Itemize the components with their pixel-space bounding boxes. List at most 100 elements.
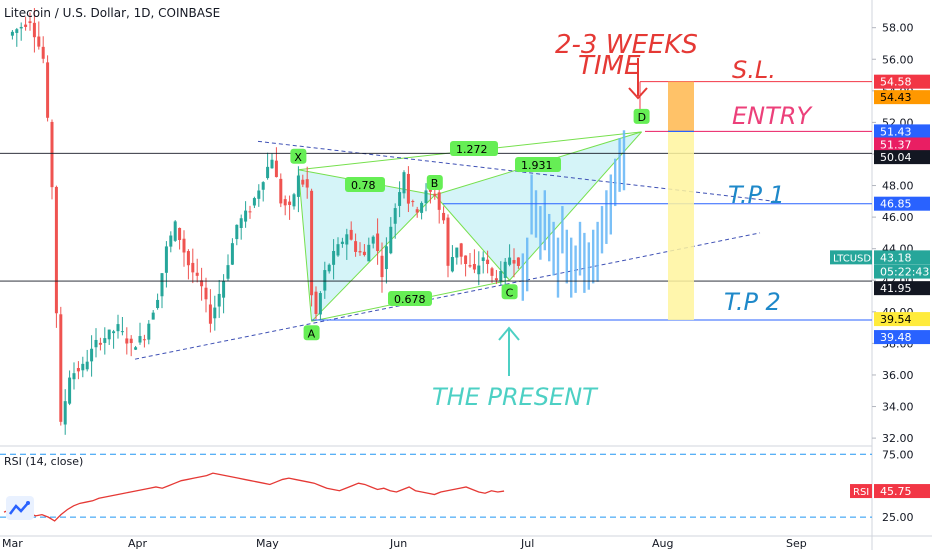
candle-body — [257, 190, 261, 199]
candle-body — [10, 31, 14, 36]
candle-body — [499, 270, 503, 282]
price-tick-label: 46.00 — [882, 211, 914, 224]
annotation-entry: ENTRY — [732, 102, 813, 130]
price-tick-label: 34.00 — [882, 401, 914, 414]
candle-body — [332, 250, 336, 265]
candle-body — [125, 338, 129, 344]
candle-body — [41, 46, 45, 59]
rsi-name-label — [850, 484, 872, 499]
ratio-label-text: 1.272 — [456, 143, 488, 156]
candle-body — [226, 265, 230, 279]
candle-body — [402, 172, 406, 194]
candle-body — [450, 257, 454, 272]
candle-body — [72, 373, 76, 380]
projected-bar — [592, 229, 595, 284]
candle-body — [156, 299, 160, 309]
candle-body — [455, 247, 459, 258]
price-tick-label: 36.00 — [882, 369, 914, 382]
candle-body — [107, 329, 111, 340]
candle-body — [235, 224, 239, 240]
candle-body — [389, 226, 393, 254]
annotation-stop-loss: S.L. — [732, 56, 776, 84]
candle-body — [76, 368, 80, 372]
candle-body — [270, 159, 274, 169]
candle-body — [213, 307, 217, 319]
candle-body — [358, 251, 362, 253]
projected-bar — [618, 138, 621, 192]
candle-body — [503, 261, 507, 278]
candle-body — [376, 233, 380, 252]
price-label — [874, 264, 930, 279]
candle-body — [292, 194, 296, 207]
projected-bar — [570, 237, 573, 298]
candle-body — [266, 166, 270, 179]
time-tick-label: May — [256, 537, 279, 550]
tradingview-logo-icon[interactable] — [6, 496, 34, 520]
candle-body — [32, 22, 36, 38]
candle-body — [151, 312, 155, 320]
ratio-label-text: 0.78 — [351, 179, 376, 192]
projected-bar — [561, 206, 564, 254]
price-label-text: 39.54 — [880, 313, 912, 326]
up-arrow-icon — [498, 326, 520, 341]
candle-body — [90, 348, 94, 362]
candle-body — [252, 198, 256, 206]
candle-body — [63, 401, 67, 425]
price-axis[interactable]: 58.0056.0054.0052.0050.0048.0046.0044.00… — [2, 22, 930, 550]
price-label-text: 43.18 — [880, 251, 912, 264]
price-label-text: 39.48 — [880, 331, 912, 344]
candle-body — [208, 304, 212, 324]
rsi-tick-label: 75.00 — [882, 448, 914, 461]
ratio-label-xd — [450, 141, 498, 156]
price-label — [874, 281, 930, 296]
wedge-lower-trendline — [134, 232, 761, 360]
candle-body — [129, 338, 133, 344]
candle-body — [50, 121, 54, 188]
candle-body — [186, 251, 190, 266]
price-label — [874, 330, 930, 345]
candle-body — [164, 246, 168, 273]
time-tick-label: Sep — [786, 537, 807, 550]
candle-body — [481, 257, 485, 261]
projected-bar — [548, 213, 551, 262]
projected-bar — [583, 232, 586, 293]
price-label-text: 51.43 — [880, 125, 912, 138]
projected-bar — [622, 130, 626, 191]
projected-bar — [614, 158, 617, 207]
chart-title[interactable]: Litecoin / U.S. Dollar, 1D, COINBASE — [4, 6, 221, 20]
projected-bar — [574, 245, 577, 293]
time-tick-label: Jul — [520, 537, 534, 550]
candle-body — [428, 189, 432, 192]
reward-zone — [668, 131, 694, 321]
candle-body — [37, 36, 41, 47]
pattern-bcd-fill — [434, 131, 642, 281]
pattern-xab-fill — [298, 169, 435, 322]
ratio-label-bd — [515, 157, 561, 172]
candle-body — [446, 217, 450, 266]
projected-bar — [534, 190, 538, 238]
ratio-label-ac — [388, 291, 432, 306]
candle-body — [442, 212, 446, 221]
candle-body — [384, 246, 388, 270]
pattern-point-label: D — [638, 111, 646, 124]
candle-body — [380, 255, 384, 278]
candle-body — [362, 251, 366, 256]
candle-body — [195, 272, 199, 276]
time-tick-label: Apr — [128, 537, 148, 550]
candle-body — [191, 262, 195, 273]
candle-body — [314, 291, 318, 314]
candle-body — [393, 208, 397, 224]
candle-body — [200, 280, 204, 287]
projected-bar — [565, 229, 568, 284]
candle-body — [345, 234, 349, 245]
price-label-text: 54.43 — [880, 91, 912, 104]
rsi-title[interactable]: RSI (14, close) — [4, 455, 84, 468]
candle-body — [327, 264, 331, 272]
candle-body — [28, 21, 32, 24]
candle-body — [437, 192, 441, 210]
pattern-point-c — [501, 284, 518, 300]
candle-body — [310, 190, 314, 296]
candle-body — [516, 257, 520, 266]
